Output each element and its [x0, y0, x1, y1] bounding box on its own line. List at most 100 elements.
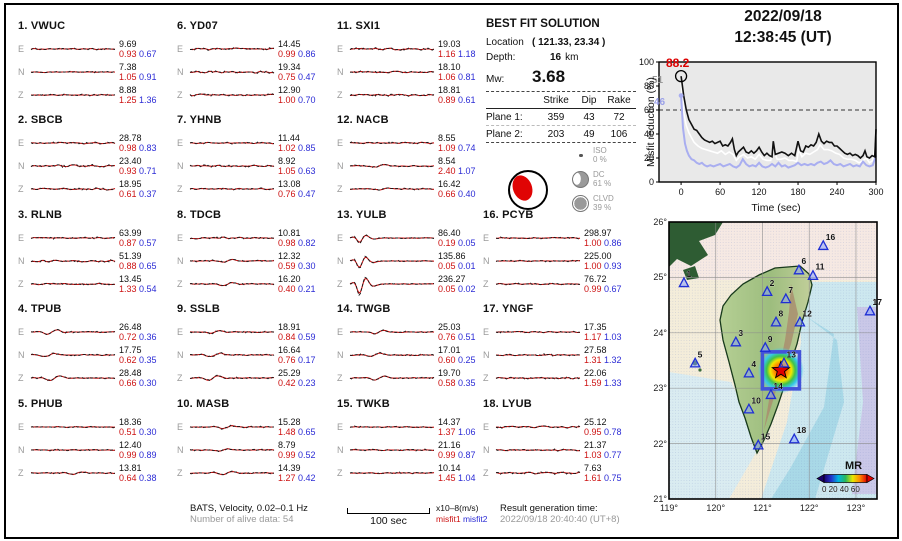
- misfit2-value: 0.86: [298, 48, 316, 59]
- map-station-number: 15: [761, 431, 771, 441]
- component-label: E: [337, 421, 344, 432]
- mw-value: 3.68: [532, 67, 566, 86]
- misfit-values: 1.00 0.70: [278, 95, 316, 105]
- component-label: E: [483, 232, 490, 243]
- component-label: N: [337, 255, 344, 266]
- misfit1-value: 0.98: [119, 142, 137, 153]
- misfit-values: 1.45 1.04: [438, 473, 476, 483]
- focal-mechanism-beachball: [508, 170, 548, 210]
- component-values: 16.20 0.40 0.21: [278, 274, 316, 294]
- misfit2-value: 0.35: [139, 354, 157, 365]
- plane2-rake: 106: [610, 128, 628, 140]
- y-tick-label: 100: [639, 57, 654, 67]
- peak-amplitude: 7.63: [584, 462, 602, 473]
- depth-unit: km: [565, 52, 579, 63]
- clvd-row: CLVD 39 %: [572, 194, 614, 212]
- peak-amplitude: 16.42: [438, 178, 461, 189]
- misfit1-value: 1.33: [119, 283, 137, 294]
- misfit2-value: 0.02: [458, 283, 476, 294]
- component-values: 22.06 1.59 1.33: [584, 368, 622, 388]
- map-station-number: 18: [797, 425, 807, 435]
- misfit-values: 1.33 0.54: [119, 284, 157, 294]
- component-values: 25.12 0.95 0.78: [584, 417, 622, 437]
- component-label: N: [177, 349, 184, 360]
- waveform-trace: [495, 235, 581, 239]
- misfit1-value: 1.03: [584, 449, 602, 460]
- misfit-values: 0.89 0.61: [438, 95, 476, 105]
- peak-amplitude: 18.95: [119, 178, 142, 189]
- waveform-trace: [349, 351, 435, 357]
- waveform-trace: [189, 329, 275, 334]
- component-label: N: [177, 66, 184, 77]
- component-values: 8.54 2.40 1.07: [438, 156, 476, 176]
- misfit2-value: 0.21: [298, 283, 316, 294]
- misfit1-value: 0.76: [438, 331, 456, 342]
- component-label: Z: [483, 467, 489, 478]
- map-station-marker-SXI1: [807, 269, 819, 280]
- component-row-MASB-E: E 15.28 1.48 0.65: [177, 415, 331, 438]
- waveform-trace: [349, 255, 435, 268]
- misfit-values: 0.93 0.67: [119, 49, 157, 59]
- peak-amplitude: 22.06: [584, 367, 607, 378]
- map-station-number: 14: [773, 381, 783, 391]
- misfit2-value: 0.40: [458, 188, 476, 199]
- misfit-values: 0.99 0.86: [278, 49, 316, 59]
- map-station-number: 3: [738, 328, 743, 338]
- station-title: 4. TPUB: [18, 303, 62, 315]
- component-label: Z: [337, 278, 343, 289]
- component-values: 9.69 0.93 0.67: [119, 39, 157, 59]
- peak-amplitude: 28.48: [119, 367, 142, 378]
- station-title: 17. YNGF: [483, 303, 534, 315]
- component-label: N: [483, 349, 490, 360]
- component-row-PCYB-Z: Z 76.72 0.99 0.67: [483, 272, 637, 295]
- misfit2-value: 0.42: [298, 472, 316, 483]
- misfit1-value: 1.00: [584, 260, 602, 271]
- component-label: E: [18, 232, 25, 243]
- map-station-marker-SBCB: [761, 285, 773, 297]
- component-values: 13.08 0.76 0.47: [278, 179, 316, 199]
- map-lon-label: 121°: [753, 503, 772, 513]
- map-lat-label: 23°: [653, 383, 667, 394]
- misfit2-value: 0.77: [604, 449, 622, 460]
- peak-amplitude: 18.36: [119, 416, 142, 427]
- peak-amplitude: 25.12: [584, 416, 607, 427]
- station-block-TWKB: 15. TWKB E 14.37 1.37 1.06 N 21.16 0.99 0.87 Z 1…: [337, 398, 491, 484]
- misfit2-value: 0.71: [139, 165, 157, 176]
- misfit-values: 0.61 0.37: [119, 189, 157, 199]
- station-title: 16. PCYB: [483, 209, 534, 221]
- colorbar-gradient: [823, 474, 868, 483]
- component-values: 18.95 0.61 0.37: [119, 179, 157, 199]
- peak-amplitude: 14.39: [278, 462, 301, 473]
- component-values: 13.81 0.64 0.38: [119, 463, 157, 483]
- component-values: 28.78 0.98 0.83: [119, 133, 157, 153]
- station-block-TPUB: 4. TPUB E 26.48 0.72 0.36 N 17.75 0.62 0.35 Z 28…: [18, 303, 172, 389]
- map-station-number: 7: [788, 285, 793, 295]
- component-row-YULB-E: E 86.40 0.19 0.05: [337, 226, 491, 249]
- component-row-SBCB-Z: Z 18.95 0.61 0.37: [18, 177, 172, 200]
- map-lon-label: 123°: [846, 503, 866, 513]
- misfit1-value: 0.19: [438, 237, 456, 248]
- misfit2-value: 0.47: [298, 188, 316, 199]
- misfit1-value: 0.66: [438, 188, 456, 199]
- map-station-marker-NACB: [794, 315, 806, 327]
- peak-amplitude: 236.27: [438, 273, 466, 284]
- map-station-marker-TWKB: [752, 438, 764, 450]
- x-tick-label: 180: [791, 187, 806, 197]
- component-row-NACB-Z: Z 16.42 0.66 0.40: [337, 177, 491, 200]
- map-station-marker-TPUB: [743, 366, 755, 378]
- component-row-TWGB-Z: Z 19.70 0.58 0.35: [337, 366, 491, 389]
- misfit2-value: 0.81: [458, 71, 476, 82]
- peak-amplitude: 8.79: [278, 439, 296, 450]
- component-values: 7.38 1.05 0.91: [119, 62, 157, 82]
- misfit2-value: 0.05: [458, 237, 476, 248]
- plane2-strike: 203: [547, 128, 565, 140]
- moment-decomposition: ISO 0 % DC 61 % CLVD 39 %: [572, 146, 614, 218]
- misfit-values: 1.37 1.06: [438, 427, 476, 437]
- component-row-SBCB-N: N 23.40 0.93 0.71: [18, 154, 172, 177]
- clvd-icon: [572, 194, 589, 212]
- event-time: 12:38:45 (UT): [734, 29, 832, 46]
- alive-data-count: Number of alive data: 54: [190, 514, 294, 525]
- generation-time: Result generation time: 2022/09/18 20:40…: [500, 503, 620, 525]
- dc-name: DC: [593, 170, 605, 179]
- component-row-YD07-N: N 19.34 0.75 0.47: [177, 60, 331, 83]
